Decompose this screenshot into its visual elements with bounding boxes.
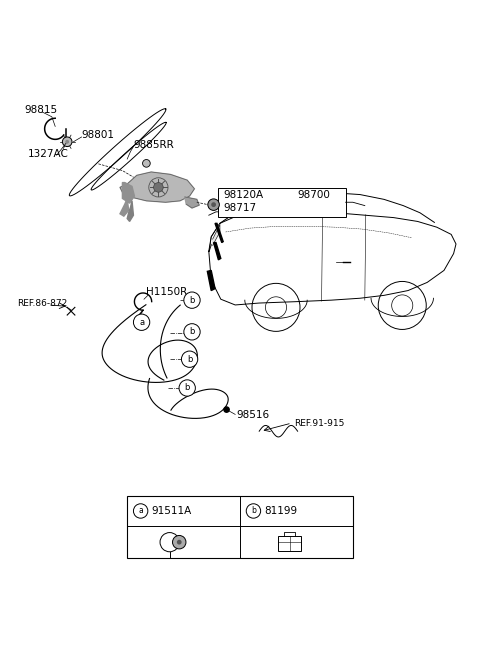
Circle shape bbox=[65, 140, 69, 144]
Text: 98516: 98516 bbox=[236, 411, 269, 420]
Bar bbox=[218, 188, 346, 216]
Text: 81199: 81199 bbox=[264, 506, 297, 516]
Polygon shape bbox=[122, 182, 134, 203]
Polygon shape bbox=[209, 212, 456, 305]
Text: 1327AC: 1327AC bbox=[28, 150, 69, 159]
Text: 91511A: 91511A bbox=[151, 506, 192, 516]
Polygon shape bbox=[120, 172, 194, 202]
Circle shape bbox=[184, 323, 200, 340]
Text: b: b bbox=[184, 384, 190, 392]
Text: a: a bbox=[138, 506, 143, 516]
Circle shape bbox=[177, 540, 181, 544]
Polygon shape bbox=[213, 225, 220, 245]
Polygon shape bbox=[207, 270, 215, 291]
Text: REF.91-915: REF.91-915 bbox=[294, 419, 344, 428]
Circle shape bbox=[154, 182, 163, 192]
Bar bbox=[127, 496, 353, 558]
Text: 98700: 98700 bbox=[298, 190, 330, 200]
Text: b: b bbox=[251, 506, 256, 516]
Circle shape bbox=[246, 504, 261, 518]
Circle shape bbox=[179, 380, 195, 396]
Polygon shape bbox=[185, 197, 199, 208]
Bar bbox=[277, 537, 300, 551]
Circle shape bbox=[133, 314, 150, 331]
Text: a: a bbox=[139, 318, 144, 327]
Text: b: b bbox=[189, 327, 195, 337]
Polygon shape bbox=[127, 201, 133, 222]
Text: b: b bbox=[187, 355, 192, 363]
Circle shape bbox=[223, 406, 230, 413]
Circle shape bbox=[184, 292, 200, 308]
Polygon shape bbox=[214, 243, 221, 260]
Text: b: b bbox=[189, 296, 195, 304]
Polygon shape bbox=[120, 198, 129, 216]
Circle shape bbox=[181, 351, 198, 367]
Text: 9885RR: 9885RR bbox=[133, 140, 174, 150]
Circle shape bbox=[133, 504, 148, 518]
Text: 98801: 98801 bbox=[82, 130, 115, 140]
Circle shape bbox=[172, 535, 186, 549]
Text: REF.86-872: REF.86-872 bbox=[17, 300, 67, 308]
Text: 98717: 98717 bbox=[223, 203, 256, 213]
Circle shape bbox=[62, 137, 72, 146]
Text: 98815: 98815 bbox=[24, 104, 57, 115]
Circle shape bbox=[211, 202, 216, 207]
Polygon shape bbox=[215, 223, 223, 243]
Text: H1150R: H1150R bbox=[146, 287, 188, 297]
Circle shape bbox=[143, 159, 150, 167]
Text: 98120A: 98120A bbox=[223, 190, 264, 200]
Circle shape bbox=[208, 199, 219, 211]
